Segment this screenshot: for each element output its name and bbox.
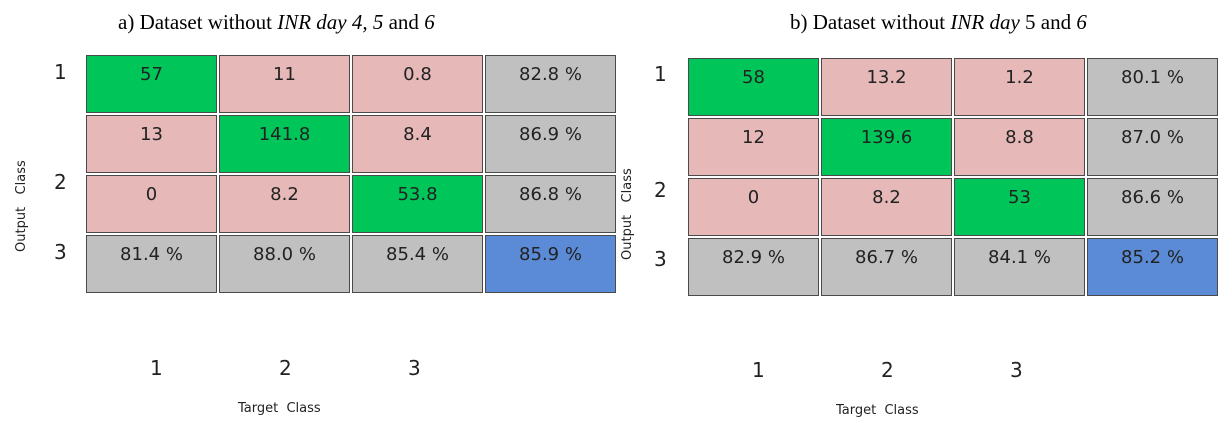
title-part: 6 <box>424 10 435 34</box>
row-tick-label: 3 <box>54 240 67 264</box>
summary-cell: 87.0 % <box>1087 118 1218 176</box>
overall-accuracy-cell: 85.9 % <box>485 235 616 293</box>
title-part: INR day 4, 5 <box>277 10 384 34</box>
summary-cell: 86.9 % <box>485 115 616 173</box>
misclass-cell: 1.2 <box>954 58 1085 116</box>
summary-cell: 82.9 % <box>688 238 819 296</box>
col-tick-label: 2 <box>881 358 894 382</box>
y-axis-label: Output Class <box>620 168 635 260</box>
misclass-cell: 0 <box>86 175 217 233</box>
misclass-cell: 0 <box>688 178 819 236</box>
misclass-cell: 8.2 <box>219 175 350 233</box>
title-part: b) Dataset without <box>790 10 951 34</box>
panel-title: a) Dataset without INR day 4, 5 and 6 <box>118 10 435 35</box>
misclass-cell: 13 <box>86 115 217 173</box>
summary-cell: 86.8 % <box>485 175 616 233</box>
misclass-cell: 11 <box>219 55 350 113</box>
title-part: 6 <box>1076 10 1087 34</box>
x-axis-label: Target Class <box>836 403 919 418</box>
misclass-cell: 8.2 <box>821 178 952 236</box>
misclass-cell: 8.4 <box>352 115 483 173</box>
misclass-cell: 12 <box>688 118 819 176</box>
summary-cell: 85.4 % <box>352 235 483 293</box>
correct-cell: 53.8 <box>352 175 483 233</box>
matrix-grid: 58 13.2 1.2 80.1 % 12 139.6 8.8 87.0 % 0 8.2 53 86.… <box>688 58 1218 296</box>
title-part: 5 and <box>1019 10 1077 34</box>
misclass-cell: 0.8 <box>352 55 483 113</box>
misclass-cell: 13.2 <box>821 58 952 116</box>
col-tick-label: 1 <box>752 358 765 382</box>
summary-cell: 88.0 % <box>219 235 350 293</box>
correct-cell: 57 <box>86 55 217 113</box>
panel-title: b) Dataset without INR day 5 and 6 <box>790 10 1087 35</box>
row-tick-label: 1 <box>654 62 667 86</box>
col-tick-label: 3 <box>408 356 421 380</box>
confusion-matrix-panel-b: b) Dataset without INR day 5 and 6 Outpu… <box>612 0 1224 421</box>
summary-cell: 84.1 % <box>954 238 1085 296</box>
col-tick-label: 3 <box>1010 358 1023 382</box>
misclass-cell: 8.8 <box>954 118 1085 176</box>
x-axis-label: Target Class <box>238 401 321 416</box>
row-tick-label: 2 <box>654 178 667 202</box>
correct-cell: 141.8 <box>219 115 350 173</box>
summary-cell: 80.1 % <box>1087 58 1218 116</box>
title-part: and <box>383 10 425 34</box>
col-tick-label: 1 <box>150 356 163 380</box>
row-tick-label: 3 <box>654 247 667 271</box>
overall-accuracy-cell: 85.2 % <box>1087 238 1218 296</box>
row-tick-label: 1 <box>54 60 67 84</box>
col-tick-label: 2 <box>279 356 292 380</box>
summary-cell: 86.7 % <box>821 238 952 296</box>
correct-cell: 58 <box>688 58 819 116</box>
matrix-grid: 57 11 0.8 82.8 % 13 141.8 8.4 86.9 % 0 8.2 53.8 86.… <box>86 55 616 293</box>
correct-cell: 139.6 <box>821 118 952 176</box>
summary-cell: 81.4 % <box>86 235 217 293</box>
summary-cell: 82.8 % <box>485 55 616 113</box>
row-tick-label: 2 <box>54 170 67 194</box>
summary-cell: 86.6 % <box>1087 178 1218 236</box>
y-axis-label: Output Class <box>14 160 29 252</box>
title-part: INR day <box>950 10 1020 34</box>
correct-cell: 53 <box>954 178 1085 236</box>
confusion-matrix-panel-a: a) Dataset without INR day 4, 5 and 6 Ou… <box>14 10 616 416</box>
title-part: a) Dataset without <box>118 10 278 34</box>
